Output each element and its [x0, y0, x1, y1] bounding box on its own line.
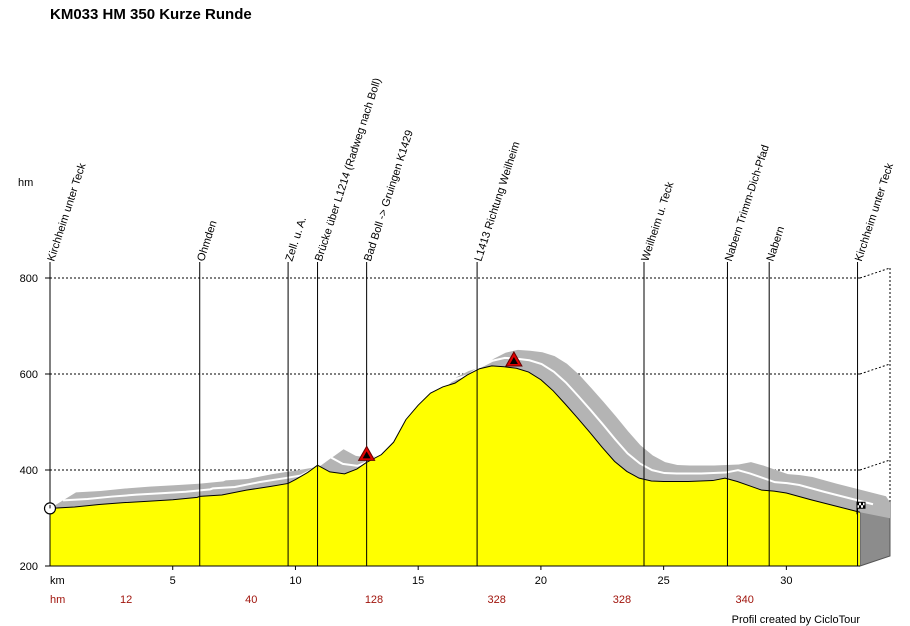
y-tick-label-800: 800 — [20, 273, 38, 285]
waypoint-label-4: Bad Boll -> Gruingen K1429 — [362, 129, 416, 263]
y-axis: 200 400 600 800 — [20, 273, 50, 573]
x-axis-unit-label: km — [50, 575, 65, 587]
profile-shadow-band — [50, 349, 890, 519]
climb-triangle-inner-icon-1 — [509, 356, 518, 364]
waypoint-label-9: Kirchheim unter Teck — [853, 161, 896, 263]
hm-value-5: 340 — [735, 594, 753, 606]
finish-flag-checker-icon — [857, 502, 865, 509]
hm-value-4: 328 — [613, 594, 631, 606]
x-tick-label-15: 15 — [412, 575, 424, 587]
x-tick-label-10: 10 — [289, 575, 301, 587]
hm-value-0: 12 — [120, 594, 132, 606]
profile-area — [49, 278, 861, 567]
grid-line-depth-400 — [859, 459, 891, 471]
hm-value-3: 328 — [488, 594, 506, 606]
hm-row: hm 12 40 128 328 328 340 — [50, 594, 754, 606]
x-tick-label-20: 20 — [535, 575, 547, 587]
waypoint-label-2: Zell. u. A. — [284, 216, 310, 263]
climb-triangle-inner-icon-0 — [362, 451, 371, 459]
hm-row-label: hm — [50, 594, 65, 606]
credit-text: Profil created by CicloTour — [732, 614, 861, 626]
waypoint-label-5: L1413 Richtung Weilheim — [473, 140, 523, 263]
y-tick-label-600: 600 — [20, 369, 38, 381]
x-tick-label-30: 30 — [780, 575, 792, 587]
grid-line-depth-600 — [859, 363, 891, 375]
waypoint-label-8: Nabern — [765, 225, 788, 263]
start-clock-icon — [43, 502, 57, 515]
chart-title: KM033 HM 350 Kurze Runde — [50, 6, 252, 23]
hm-value-1: 40 — [245, 594, 257, 606]
x-axis: km 5 10 15 20 25 30 — [50, 566, 792, 587]
waypoint-label-1: Ohmden — [195, 219, 219, 263]
y-tick-label-200: 200 — [20, 561, 38, 573]
profile-outline — [49, 365, 861, 513]
y-axis-unit-label: hm — [18, 177, 33, 189]
waypoint-label-6: Weilheim u. Teck — [639, 180, 676, 263]
x-tick-label-5: 5 — [170, 575, 176, 587]
x-tick-label-25: 25 — [658, 575, 670, 587]
hm-value-2: 128 — [365, 594, 383, 606]
y-tick-label-400: 400 — [20, 465, 38, 477]
waypoint-label-0: Kirchheim unter Teck — [45, 161, 88, 263]
profile-fill — [50, 365, 860, 566]
grid-line-depth-800 — [859, 267, 891, 279]
route-icons — [43, 350, 866, 515]
waypoint-label-7: Nabern Trimm-Dich-Pfad — [723, 144, 772, 263]
